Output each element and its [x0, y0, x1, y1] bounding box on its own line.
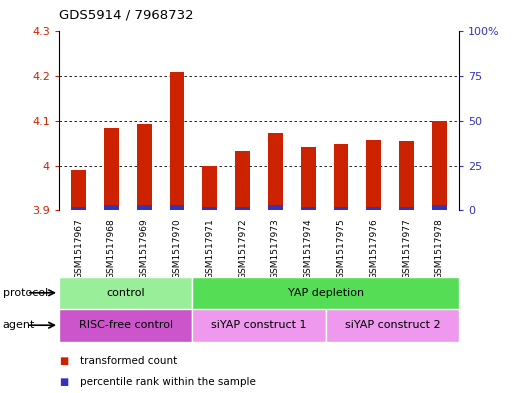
Bar: [432, 121, 447, 210]
Bar: [268, 205, 283, 210]
Text: GSM1517975: GSM1517975: [337, 218, 346, 279]
Text: siYAP construct 2: siYAP construct 2: [345, 320, 440, 330]
Text: control: control: [106, 288, 145, 298]
Bar: [137, 205, 152, 210]
Text: GSM1517977: GSM1517977: [402, 218, 411, 279]
Bar: [170, 205, 185, 210]
Bar: [301, 207, 315, 210]
Bar: [59, 277, 192, 309]
Bar: [59, 309, 192, 342]
Text: siYAP construct 1: siYAP construct 1: [211, 320, 307, 330]
Text: YAP depletion: YAP depletion: [288, 288, 364, 298]
Text: GSM1517970: GSM1517970: [172, 218, 182, 279]
Bar: [366, 140, 381, 210]
Text: GSM1517973: GSM1517973: [271, 218, 280, 279]
Bar: [235, 151, 250, 210]
Bar: [71, 207, 86, 210]
Text: ■: ■: [59, 356, 68, 366]
Bar: [71, 170, 86, 210]
Text: GSM1517974: GSM1517974: [304, 218, 313, 279]
Bar: [203, 207, 217, 210]
Bar: [268, 133, 283, 210]
Bar: [399, 207, 414, 210]
Bar: [399, 141, 414, 210]
Bar: [170, 72, 185, 210]
Text: agent: agent: [3, 320, 35, 330]
Bar: [235, 207, 250, 210]
Text: GSM1517976: GSM1517976: [369, 218, 379, 279]
Text: RISC-free control: RISC-free control: [78, 320, 173, 330]
Bar: [104, 205, 119, 210]
Text: GSM1517971: GSM1517971: [205, 218, 214, 279]
Text: protocol: protocol: [3, 288, 48, 298]
Text: GSM1517967: GSM1517967: [74, 218, 83, 279]
Text: GSM1517978: GSM1517978: [435, 218, 444, 279]
Text: GSM1517969: GSM1517969: [140, 218, 149, 279]
Text: percentile rank within the sample: percentile rank within the sample: [80, 377, 255, 387]
Bar: [301, 147, 315, 210]
Bar: [326, 309, 459, 342]
Text: ■: ■: [59, 377, 68, 387]
Bar: [104, 128, 119, 210]
Bar: [137, 124, 152, 210]
Text: GSM1517968: GSM1517968: [107, 218, 116, 279]
Bar: [192, 277, 459, 309]
Text: GSM1517972: GSM1517972: [238, 218, 247, 279]
Text: GDS5914 / 7968732: GDS5914 / 7968732: [59, 9, 193, 22]
Bar: [192, 309, 326, 342]
Bar: [333, 207, 348, 210]
Bar: [432, 205, 447, 210]
Bar: [203, 165, 217, 210]
Bar: [333, 144, 348, 210]
Bar: [366, 207, 381, 210]
Text: transformed count: transformed count: [80, 356, 177, 366]
